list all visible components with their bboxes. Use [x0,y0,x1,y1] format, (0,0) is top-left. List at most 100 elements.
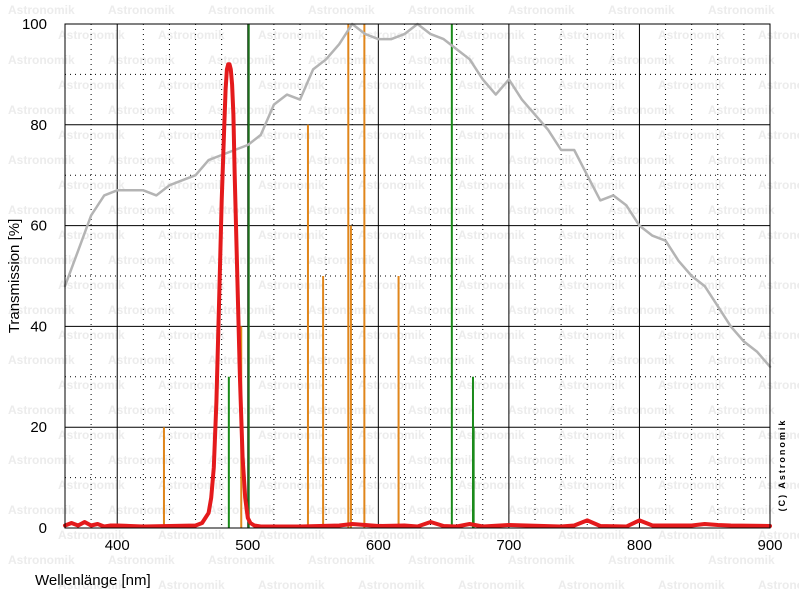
watermark-text: Astronomik [408,153,475,167]
watermark-text: Astronomik [8,503,75,517]
watermark-text: Astronomik [708,303,775,317]
watermark-text: Astronomik [758,328,799,342]
watermark-text: Astronomik [358,328,425,342]
watermark-text: Astronomik [8,403,75,417]
watermark-text: Astronomik [708,553,775,567]
watermark-text: Astronomik [458,378,525,392]
watermark-text: Astronomik [308,503,375,517]
watermark-text: Astronomik [108,53,175,67]
watermark-text: Astronomik [258,528,325,542]
watermark-text: Astronomik [708,153,775,167]
watermark-text: Astronomik [158,578,225,592]
watermark-text: Astronomik [158,378,225,392]
watermark-text: Astronomik [608,303,675,317]
watermark-text: Astronomik [8,153,75,167]
watermark-text: Astronomik [508,303,575,317]
watermark-text: Astronomik [758,228,799,242]
watermark-text: Astronomik [308,103,375,117]
watermark-text: Astronomik [708,453,775,467]
watermark-text: Astronomik [508,353,575,367]
watermark-text: Astronomik [108,503,175,517]
watermark-text: Astronomik [408,353,475,367]
watermark-text: Astronomik [108,3,175,17]
watermark-text: Astronomik [758,278,799,292]
watermark-text: Astronomik [8,53,75,67]
watermark-text: Astronomik [358,528,425,542]
watermark-text: Astronomik [58,528,125,542]
data-series [63,22,772,529]
watermark-text: Astronomik [258,78,325,92]
watermark-text: Astronomik [508,203,575,217]
watermark-text: Astronomik [408,453,475,467]
watermark-text: Astronomik [258,378,325,392]
watermark-text: Astronomik [308,303,375,317]
watermark-text: Astronomik [158,478,225,492]
watermark-text: Astronomik [258,278,325,292]
watermark-text: Astronomik [308,3,375,17]
watermark-text: Astronomik [558,28,625,42]
watermark-text: Astronomik [708,503,775,517]
watermark-text: Astronomik [258,428,325,442]
watermark-text: Astronomik [258,578,325,592]
watermark-text: Astronomik [158,128,225,142]
watermark-text: Astronomik [558,328,625,342]
watermark-text: Astronomik [458,428,525,442]
watermark-text: Astronomik [308,353,375,367]
watermark-text: Astronomik [358,178,425,192]
watermark-text: Astronomik [558,78,625,92]
watermark-text: Astronomik [158,28,225,42]
watermark-text: Astronomik [508,453,575,467]
watermark-text: Astronomik [8,253,75,267]
watermark-text: Astronomik [508,553,575,567]
watermark-text: Astronomik [108,103,175,117]
watermark-text: Astronomik [258,228,325,242]
filter-transmission-line [63,62,772,529]
watermark-text: Astronomik [8,303,75,317]
watermark-text: Astronomik [208,553,275,567]
watermark-text: Astronomik [8,353,75,367]
watermark-text: Astronomik [308,153,375,167]
watermark-text: Astronomik [8,3,75,17]
watermark-text: Astronomik [608,3,675,17]
watermark-text: Astronomik [508,103,575,117]
x-tick-label: 600 [366,537,391,554]
watermark-text: Astronomik [308,253,375,267]
watermark-text: Astronomik [308,553,375,567]
watermark-text: Astronomik [158,278,225,292]
watermark-text: Astronomik [608,103,675,117]
watermark-text: Astronomik [408,503,475,517]
watermark-text: Astronomik [508,53,575,67]
watermark-text: Astronomik [708,403,775,417]
y-tick-label: 80 [30,117,47,134]
watermark-text: Astronomik [458,328,525,342]
x-tick-label: 400 [105,537,130,554]
watermark-text: Astronomik [358,428,425,442]
watermark-text: Astronomik [608,453,675,467]
y-axis-ticks: 0 20 40 60 80 100 [22,16,47,537]
watermark-text: Astronomik [408,303,475,317]
y-tick-label: 100 [22,16,47,33]
watermark-text: Astronomik [558,578,625,592]
watermark-text: Astronomik [308,453,375,467]
watermark-text: Astronomik [258,128,325,142]
watermark-layer: Astronomik Astronomik Astronomik Astronomik… [8,3,799,605]
watermark-text: Astronomik [408,203,475,217]
watermark-text: Astronomik [608,553,675,567]
watermark-text: Astronomik [158,78,225,92]
watermark-text: Astronomik [458,128,525,142]
x-tick-label: 700 [496,537,521,554]
watermark-text: Astronomik [708,203,775,217]
watermark-text: Astronomik [158,428,225,442]
watermark-text: Astronomik [358,278,425,292]
watermark-text: Astronomik [458,578,525,592]
watermark-text: Astronomik [408,253,475,267]
y-tick-label: 40 [30,318,47,335]
watermark-text: Astronomik [208,103,275,117]
watermark-text: Astronomik [708,353,775,367]
watermark-text: Astronomik [608,403,675,417]
watermark-text: Astronomik [408,553,475,567]
watermark-text: Astronomik [158,528,225,542]
y-tick-label: 20 [30,419,47,436]
watermark-text: Astronomik [758,178,799,192]
